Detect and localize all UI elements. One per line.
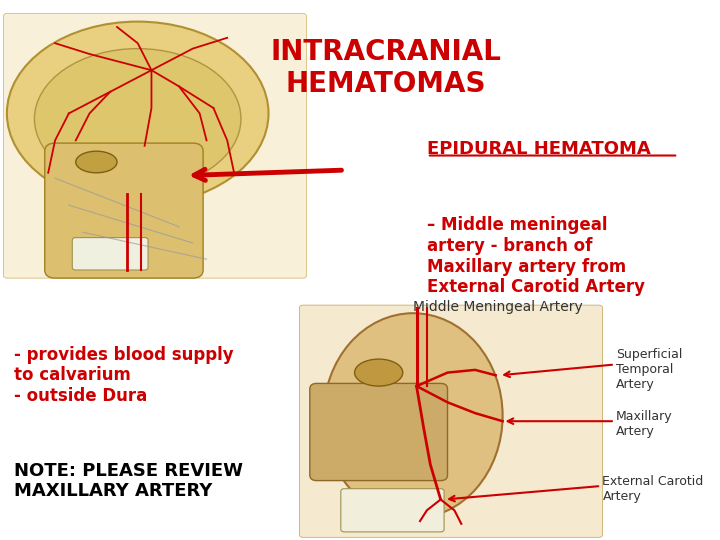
Text: Middle Meningeal Artery: Middle Meningeal Artery [413, 300, 583, 314]
Text: EPIDURAL HEMATOMA: EPIDURAL HEMATOMA [427, 140, 651, 158]
Ellipse shape [7, 22, 269, 205]
FancyBboxPatch shape [45, 143, 203, 278]
Ellipse shape [35, 49, 241, 189]
FancyBboxPatch shape [310, 383, 448, 481]
Text: External Carotid
Artery: External Carotid Artery [603, 475, 703, 503]
Ellipse shape [76, 151, 117, 173]
FancyBboxPatch shape [341, 489, 444, 532]
FancyBboxPatch shape [300, 305, 603, 537]
Text: Superficial
Temporal
Artery: Superficial Temporal Artery [616, 348, 683, 392]
Ellipse shape [323, 313, 503, 518]
FancyBboxPatch shape [72, 238, 148, 270]
Text: - provides blood supply
to calvarium
- outside Dura: - provides blood supply to calvarium - o… [14, 346, 233, 405]
FancyBboxPatch shape [4, 14, 307, 278]
Text: INTRACRANIAL
HEMATOMAS: INTRACRANIAL HEMATOMAS [270, 38, 501, 98]
Ellipse shape [354, 359, 402, 386]
Text: NOTE: PLEASE REVIEW
MAXILLARY ARTERY: NOTE: PLEASE REVIEW MAXILLARY ARTERY [14, 462, 243, 501]
Text: Maxillary
Artery: Maxillary Artery [616, 410, 672, 438]
Text: – Middle meningeal
artery - branch of
Maxillary artery from
External Carotid Art: – Middle meningeal artery - branch of Ma… [427, 216, 645, 296]
